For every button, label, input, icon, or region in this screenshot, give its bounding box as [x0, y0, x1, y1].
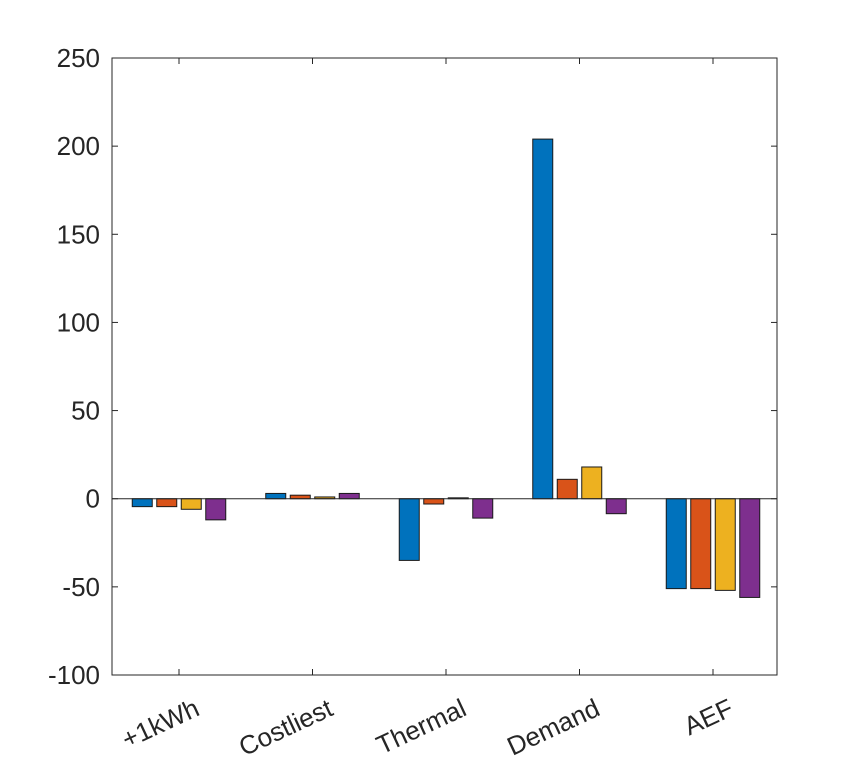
bar-1-thermal	[398, 498, 420, 561]
bar-2-thermal	[423, 498, 445, 505]
y-tick-label: 200	[57, 131, 100, 161]
bar-4-demand	[605, 498, 627, 515]
y-tick-label: 250	[57, 43, 100, 73]
bar-3-1kwh	[180, 498, 202, 510]
y-tick-label: 150	[57, 219, 100, 249]
bar-2-demand	[556, 478, 578, 500]
y-tick-label: 0	[86, 484, 100, 514]
x-tick-label: Costliest	[234, 692, 338, 762]
x-tick-label: Demand	[502, 693, 604, 762]
bar-4-thermal	[472, 498, 494, 519]
bar-3-demand	[581, 466, 603, 500]
bar-2-1kwh	[156, 498, 178, 508]
bar-1-costliest	[265, 492, 287, 500]
y-tick-label: 50	[71, 396, 100, 426]
bar-1-1kwh	[131, 498, 153, 508]
bar-4-costliest	[338, 492, 360, 500]
bar-4-aef	[739, 498, 761, 598]
y-tick-label: -100	[48, 660, 100, 690]
axes-box	[111, 57, 778, 676]
x-tick-label: +1kWh	[117, 693, 204, 755]
bar-4-1kwh	[205, 498, 227, 521]
y-axis: -100 -50 0 50 100 150 200 250	[48, 43, 777, 690]
y-tick-label: 100	[57, 307, 100, 337]
bar-2-costliest	[289, 494, 311, 500]
bar-2-aef	[690, 498, 712, 590]
x-tick-label: Thermal	[372, 693, 471, 760]
bar-3-aef	[714, 498, 736, 591]
x-tick-label: AEF	[679, 693, 738, 742]
bar-1-demand	[532, 138, 554, 500]
bar-1-aef	[665, 498, 687, 590]
y-tick-label: -50	[62, 572, 100, 602]
